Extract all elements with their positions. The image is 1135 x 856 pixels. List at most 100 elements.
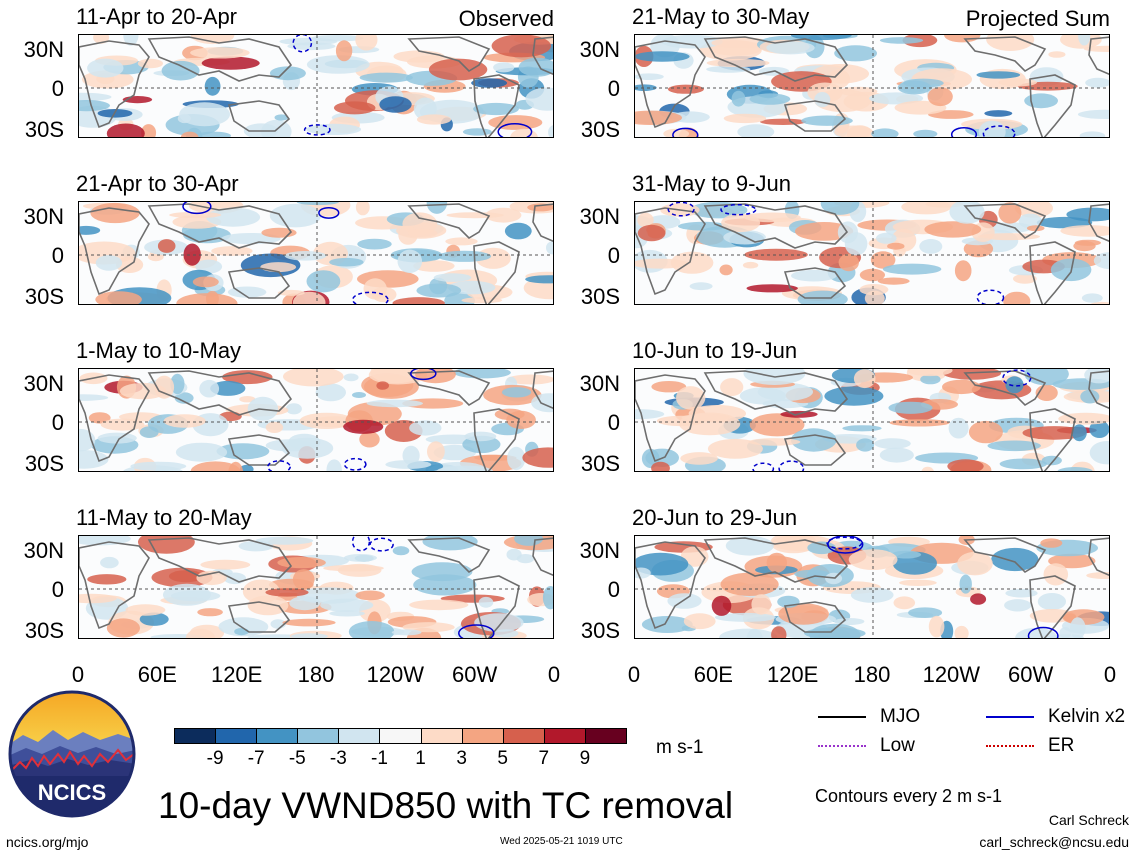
- anomaly-patch: [518, 57, 553, 77]
- author-email[interactable]: carl_schreck@ncsu.edu: [979, 834, 1129, 850]
- anomaly-patch: [748, 438, 801, 446]
- anomaly-patch: [913, 129, 938, 137]
- anomaly-patch: [944, 35, 981, 43]
- column-tag: Projected Sum: [965, 6, 1110, 31]
- anomaly-patch: [882, 263, 942, 275]
- anomaly-patch: [814, 92, 831, 108]
- coastline: [783, 267, 847, 299]
- anomaly-patch: [542, 586, 553, 610]
- colorbar-tick-label: 7: [538, 748, 550, 769]
- map-panel-7: [634, 368, 1110, 472]
- anomaly-patch: [239, 464, 254, 471]
- anomaly-patch: [95, 255, 123, 271]
- anomaly-patch: [919, 239, 943, 254]
- lat-tick-label: 0: [607, 243, 620, 268]
- anomaly-patch: [175, 442, 228, 462]
- anomaly-patch: [850, 587, 894, 603]
- anomaly-field: [635, 369, 1109, 471]
- anomaly-patch: [879, 447, 914, 463]
- coastline: [783, 100, 847, 132]
- anomaly-patch: [987, 440, 1041, 452]
- anomaly-patch: [1026, 225, 1045, 232]
- lat-tick-label: 30N: [23, 538, 64, 563]
- anomaly-field: [635, 202, 1109, 304]
- anomaly-patch: [516, 554, 535, 564]
- anomaly-patch: [427, 441, 445, 462]
- anomaly-patch: [392, 297, 445, 304]
- anomaly-field: [79, 35, 553, 137]
- source-url[interactable]: ncics.org/mjo: [6, 834, 89, 850]
- lat-tick-label: 30N: [23, 204, 64, 229]
- anomaly-patch: [169, 211, 222, 219]
- anomaly-patch: [161, 60, 200, 81]
- anomaly-patch: [1013, 273, 1037, 284]
- anomaly-patch: [1022, 426, 1087, 440]
- anomaly-patch: [329, 610, 365, 617]
- colorbar-swatch: [297, 728, 340, 744]
- anomaly-patch: [986, 35, 1035, 51]
- anomaly-patch: [1040, 538, 1063, 548]
- anomaly-patch: [426, 202, 448, 214]
- anomaly-patch: [199, 379, 220, 398]
- panel-title: 11-Apr to 20-Apr: [76, 4, 238, 29]
- anomaly-patch: [437, 250, 492, 262]
- map-panel-5: [634, 34, 1110, 138]
- anomaly-patch: [766, 552, 787, 573]
- panel-title: 1-May to 10-May: [76, 338, 242, 363]
- anomaly-patch: [1041, 455, 1062, 466]
- anomaly-patch: [283, 369, 344, 387]
- lat-tick-label: 30N: [579, 371, 620, 396]
- map-panel-8: [634, 535, 1110, 639]
- coastline: [227, 267, 291, 299]
- anomaly-patch: [329, 257, 364, 267]
- anomaly-patch: [876, 232, 897, 244]
- anomaly-patch: [635, 51, 690, 62]
- anomaly-patch: [970, 593, 987, 605]
- anomaly-patch: [201, 56, 260, 70]
- anomaly-patch: [928, 615, 945, 638]
- timestamp: Wed 2025-05-21 1019 UTC: [500, 836, 623, 847]
- lon-tick-label: 0: [547, 662, 561, 687]
- anomaly-patch: [749, 93, 791, 105]
- anomaly-patch: [306, 270, 341, 293]
- anomaly-patch: [1074, 239, 1101, 246]
- anomaly-patch: [999, 458, 1047, 470]
- coastline: [473, 408, 520, 471]
- anomaly-patch: [1037, 593, 1066, 611]
- anomaly-patch: [343, 419, 384, 434]
- kelvin-contour: [778, 460, 805, 471]
- anomaly-patch: [106, 618, 140, 638]
- anomaly-patch: [1078, 35, 1091, 46]
- anomaly-patch: [163, 414, 206, 428]
- anomaly-patch: [877, 277, 910, 285]
- anomaly-patch: [506, 374, 553, 385]
- anomaly-patch: [859, 284, 889, 296]
- kelvin-contour: [318, 206, 340, 219]
- anomaly-patch: [1043, 563, 1069, 586]
- anomaly-patch: [371, 286, 397, 303]
- anomaly-patch: [227, 286, 267, 298]
- coastline: [1029, 575, 1076, 638]
- anomaly-patch: [924, 221, 982, 238]
- anomaly-patch: [190, 35, 235, 45]
- anomaly-patch: [269, 203, 322, 228]
- anomaly-patch: [1024, 369, 1069, 386]
- anomaly-patch: [899, 579, 937, 586]
- lat-tick-label: 30S: [580, 451, 620, 476]
- coastline: [963, 537, 1047, 574]
- anomaly-patch: [731, 90, 746, 107]
- anomaly-patch: [721, 213, 761, 233]
- anomaly-patch: [879, 37, 924, 44]
- anomaly-patch: [504, 222, 532, 240]
- anomaly-patch: [409, 599, 469, 611]
- anomaly-patch: [991, 547, 1039, 572]
- anomaly-patch: [1066, 207, 1109, 222]
- anomaly-patch: [323, 564, 384, 572]
- anomaly-patch: [277, 289, 305, 296]
- anomaly-patch: [847, 125, 873, 137]
- anomaly-patch: [671, 111, 710, 123]
- anomaly-patch: [315, 383, 346, 402]
- coastline: [1029, 408, 1076, 471]
- anomaly-patch: [820, 202, 860, 215]
- anomaly-patch: [1003, 291, 1031, 304]
